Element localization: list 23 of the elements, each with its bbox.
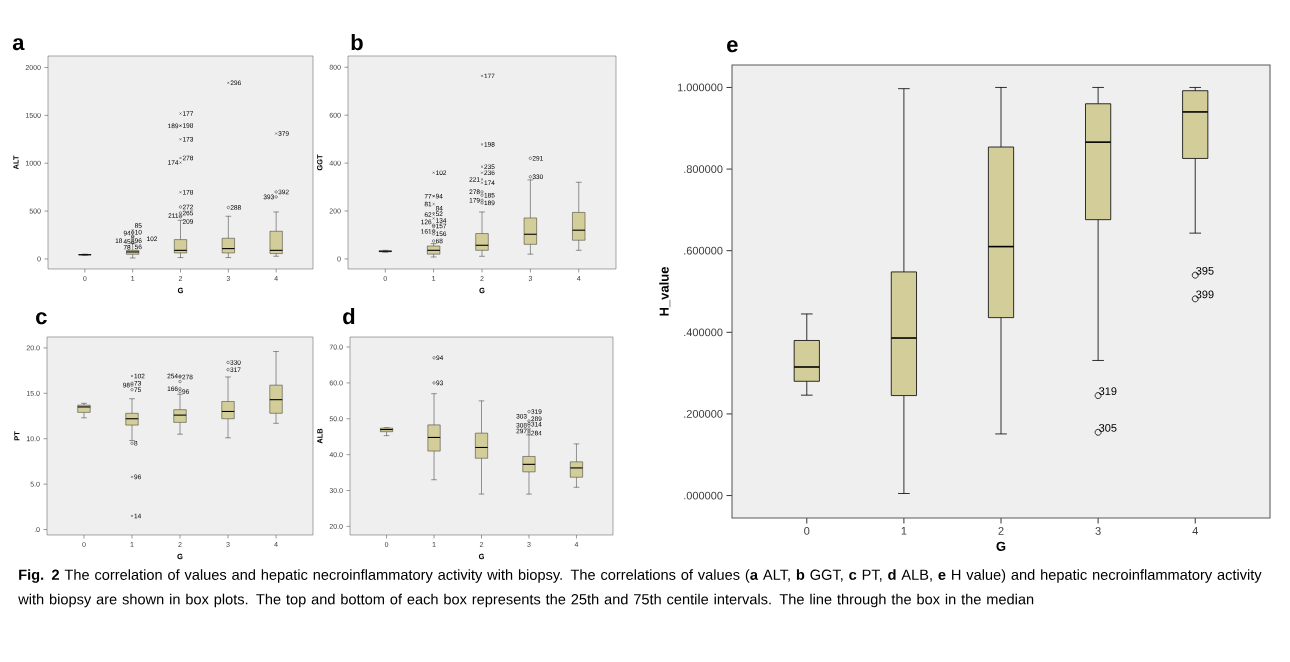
annotation: 319 — [1099, 387, 1117, 396]
x-tick-label: 2 — [998, 527, 1004, 535]
x-tick-label: 1 — [901, 527, 907, 535]
chart-title: b — [351, 34, 363, 51]
y-tick-label: 1.000000 — [677, 83, 723, 92]
chart-title: c — [36, 312, 47, 325]
x-tick-label: 4 — [1192, 527, 1198, 535]
y-tick-label: .000000 — [684, 491, 723, 500]
y-tick-label: .800000 — [684, 165, 723, 173]
x-tick-label: 3 — [1095, 527, 1101, 535]
text: Fig. 2 The correlation of values and hepatic necroinflammatory activity with biopsy. The correlations of values (a ALT, b GGT, c PT, d ALB, e H value) and hepatic necroinflammatory activity with biopsy are shown in box plots. The top and bottom of each box represents the 25th and 75th centile intervals. The line through the box in the median — [18, 569, 1262, 608]
chart-title: a — [12, 38, 25, 51]
chart-title: e — [727, 40, 738, 53]
y-tick-label: .200000 — [684, 410, 723, 418]
x-tick-label: 0 — [804, 527, 810, 535]
x-axis-title: G — [996, 541, 1006, 551]
chart-title: d — [343, 308, 355, 325]
y-tick-label: .400000 — [684, 328, 723, 337]
y-tick-label: .600000 — [684, 246, 723, 255]
y-axis-title: H_value — [659, 267, 671, 316]
annotation: 399 — [1196, 290, 1214, 299]
annotation: 305 — [1099, 424, 1117, 432]
annotation: 395 — [1196, 266, 1214, 275]
